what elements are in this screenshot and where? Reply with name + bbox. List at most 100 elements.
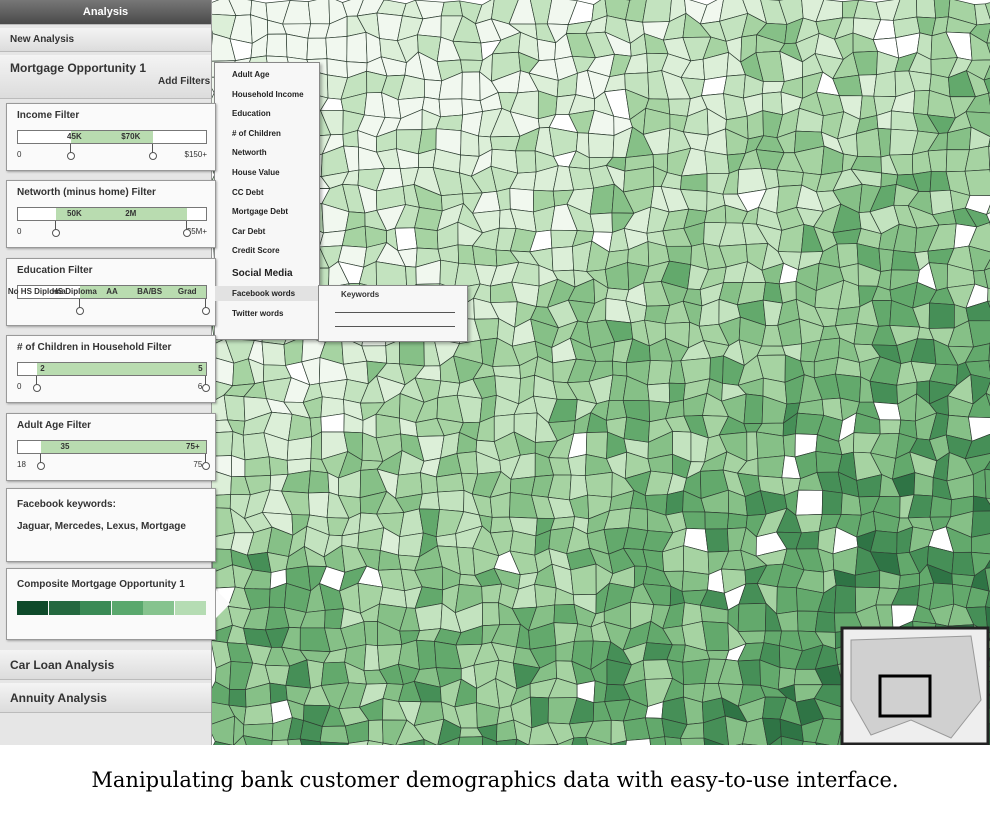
slider-label: BA/BS xyxy=(137,287,163,296)
menu-item[interactable]: Facebook words xyxy=(232,289,296,298)
filter-title: Income Filter xyxy=(17,110,80,121)
county xyxy=(986,42,990,54)
menu-item[interactable]: CC Debt xyxy=(232,187,264,197)
county xyxy=(969,32,990,61)
menu-item[interactable]: # of Children xyxy=(232,128,281,138)
inset-land xyxy=(850,635,982,739)
county xyxy=(418,491,440,510)
county xyxy=(797,610,819,633)
county xyxy=(743,393,764,425)
menu-section[interactable]: Social Media xyxy=(232,268,293,279)
analysis-link[interactable]: Car Loan Analysis xyxy=(0,650,211,680)
menu-item[interactable]: Household Income xyxy=(232,89,304,99)
county xyxy=(681,570,710,592)
menu-item[interactable]: Car Debt xyxy=(232,226,266,236)
county xyxy=(307,0,330,25)
slider-range xyxy=(40,441,206,453)
new-analysis[interactable]: New Analysis xyxy=(0,28,211,52)
slider-knob[interactable] xyxy=(202,462,210,470)
filter-panel[interactable]: Income Filter 45K $70K 0 $150+ xyxy=(6,103,216,171)
menu-item[interactable]: Twitter words xyxy=(232,309,284,318)
county xyxy=(438,736,461,745)
slider-label: 35 xyxy=(60,442,70,451)
county xyxy=(680,173,708,192)
range-min: 0 xyxy=(17,382,22,391)
slider-knob[interactable] xyxy=(149,152,158,160)
slider-handle[interactable] xyxy=(205,376,206,386)
county xyxy=(968,416,990,442)
slider-bar[interactable]: 35 75+ xyxy=(17,440,207,454)
menu-item[interactable]: Credit Score xyxy=(232,246,280,256)
slider-bar[interactable]: 50K 2M xyxy=(17,207,207,221)
county xyxy=(287,413,313,442)
county xyxy=(612,360,628,377)
slider-knob[interactable] xyxy=(36,462,45,470)
county xyxy=(735,743,743,745)
slider-bar[interactable]: 45K $70K xyxy=(17,130,207,144)
county xyxy=(668,98,691,117)
slider-knob[interactable] xyxy=(51,229,60,237)
legend-swatch xyxy=(17,601,48,615)
analysis-title[interactable]: Mortgage Opportunity 1 xyxy=(0,55,211,99)
filter-panel[interactable]: Adult Age Filter 35 75+ 18 75+ xyxy=(6,413,216,481)
county xyxy=(306,37,328,61)
slider-bar[interactable]: No HS Diploma HS Diploma AA BA/BS Grad xyxy=(8,285,207,299)
county xyxy=(756,345,786,356)
input-line[interactable] xyxy=(335,312,455,313)
slider-handle[interactable] xyxy=(54,221,56,231)
county xyxy=(665,490,684,516)
menu-item[interactable]: House Value xyxy=(232,168,280,177)
county xyxy=(742,743,759,745)
county xyxy=(482,602,500,627)
county xyxy=(642,0,672,23)
filter-panel[interactable]: Networth (minus home) Filter 50K 2M 0 $5M+ xyxy=(6,180,216,248)
slider-label: 2M xyxy=(125,209,137,218)
menu-item[interactable]: Mortgage Debt xyxy=(232,207,288,217)
slider-handle[interactable] xyxy=(79,299,81,309)
filter-panel[interactable]: # of Children in Household Filter2506+ xyxy=(6,335,216,403)
slider-knob[interactable] xyxy=(76,307,85,315)
county xyxy=(742,717,768,745)
county xyxy=(984,468,990,499)
filter-title: Education Filter xyxy=(17,265,93,276)
keywords-text: Jaguar, Mercedes, Lexus, Mortgage xyxy=(17,521,186,532)
county xyxy=(929,495,952,518)
county xyxy=(623,416,650,443)
filter-panel[interactable]: Education Filter No HS Diploma HS Diploma A… xyxy=(6,258,216,326)
analysis-link[interactable]: Annuity Analysis xyxy=(0,683,211,713)
slider-handle[interactable] xyxy=(69,144,71,154)
slider-handle[interactable] xyxy=(205,454,206,464)
county xyxy=(879,419,902,435)
slider-knob[interactable] xyxy=(202,307,210,315)
county xyxy=(228,688,247,708)
county xyxy=(396,739,425,745)
county xyxy=(965,92,990,114)
county xyxy=(515,738,530,745)
filter-title: # of Children in Household Filter xyxy=(17,342,172,353)
slider-knob[interactable] xyxy=(66,152,75,160)
county xyxy=(213,740,233,745)
county xyxy=(437,490,465,512)
menu-item[interactable]: Networth xyxy=(232,148,267,158)
county xyxy=(243,703,274,726)
slider-knob[interactable] xyxy=(32,384,41,392)
add-filters[interactable]: Add Filters xyxy=(158,76,211,87)
county xyxy=(972,468,987,499)
slider-handle[interactable] xyxy=(152,144,154,154)
slider-handle[interactable] xyxy=(39,454,41,464)
county xyxy=(780,735,804,745)
menu-item[interactable]: Education xyxy=(232,109,271,119)
slider-handle[interactable] xyxy=(186,221,188,231)
legend-swatch xyxy=(111,601,143,615)
slider-handle[interactable] xyxy=(35,376,37,386)
county xyxy=(308,470,330,494)
slider-handle[interactable] xyxy=(205,299,206,309)
county xyxy=(983,64,990,81)
menu-item[interactable]: Adult Age xyxy=(232,70,270,79)
slider-knob[interactable] xyxy=(183,229,192,237)
input-line[interactable] xyxy=(335,326,455,327)
range-min: 0 xyxy=(17,227,22,236)
county xyxy=(271,739,289,745)
slider-knob[interactable] xyxy=(202,384,210,392)
